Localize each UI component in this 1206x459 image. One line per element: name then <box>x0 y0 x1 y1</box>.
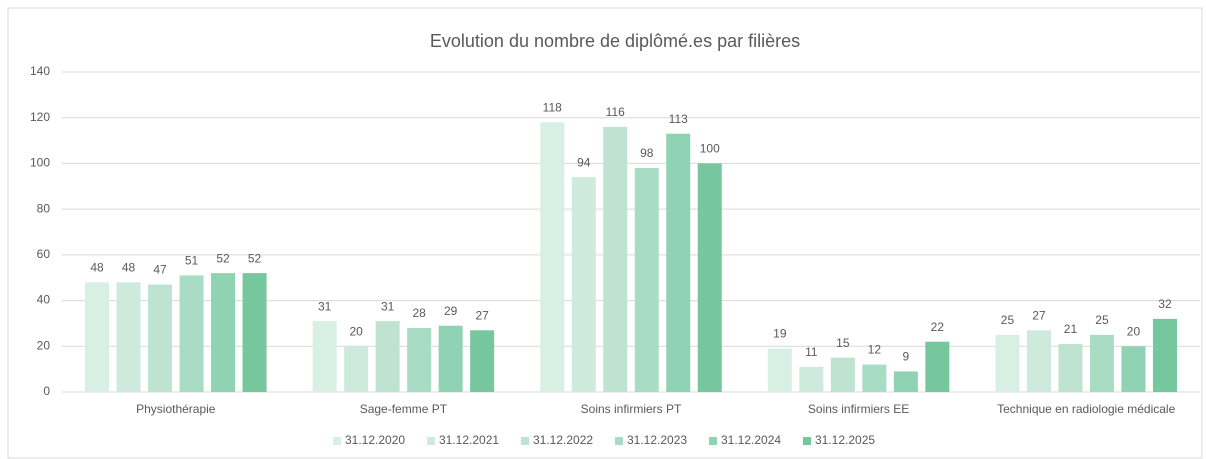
bar <box>634 168 659 392</box>
bar <box>242 273 267 392</box>
data-label: 20 <box>1127 324 1141 338</box>
x-tick-label: Soins infirmiers PT <box>581 402 682 416</box>
data-label: 48 <box>90 260 104 274</box>
y-tick-label: 140 <box>30 64 50 78</box>
bar <box>799 366 824 392</box>
x-tick-label: Physiothérapie <box>136 402 216 416</box>
data-label: 31 <box>381 299 395 313</box>
data-label: 21 <box>1064 322 1078 336</box>
bar <box>116 282 141 392</box>
data-label: 47 <box>153 263 167 277</box>
data-label: 9 <box>903 350 910 364</box>
legend-label: 31.12.2025 <box>815 433 875 447</box>
bar <box>148 284 173 392</box>
data-label: 27 <box>1032 308 1046 322</box>
data-label: 116 <box>606 105 625 119</box>
legend-label: 31.12.2021 <box>439 433 499 447</box>
data-label: 15 <box>836 336 850 350</box>
data-label: 98 <box>640 146 654 160</box>
y-tick-label: 40 <box>37 293 51 307</box>
bar <box>1058 344 1083 392</box>
data-label: 28 <box>412 306 426 320</box>
data-label: 22 <box>931 320 945 334</box>
legend-swatch <box>709 437 717 445</box>
data-label: 118 <box>543 100 562 114</box>
bar <box>179 275 204 392</box>
bar <box>375 321 400 392</box>
data-label: 25 <box>1001 313 1015 327</box>
data-label: 19 <box>773 327 787 341</box>
bar <box>1026 330 1051 392</box>
data-label: 20 <box>349 324 363 338</box>
data-label: 52 <box>216 251 230 265</box>
bar <box>697 163 722 392</box>
bar <box>470 330 495 392</box>
bar <box>666 133 691 392</box>
y-tick-label: 20 <box>37 338 51 352</box>
bar <box>438 325 463 392</box>
x-tick-label: Technique en radiologie médicale <box>997 402 1175 416</box>
bar <box>407 328 432 392</box>
bar <box>830 357 855 392</box>
legend-swatch <box>427 437 435 445</box>
y-tick-label: 80 <box>37 201 51 215</box>
bar <box>862 364 887 392</box>
bar <box>925 341 950 392</box>
data-label: 29 <box>444 304 458 318</box>
bar <box>1152 318 1177 392</box>
x-tick-label: Soins infirmiers EE <box>808 402 909 416</box>
chart-title: Evolution du nombre de diplômé.es par fi… <box>430 31 800 51</box>
bar <box>1121 346 1146 392</box>
bar <box>344 346 369 392</box>
bar <box>767 348 792 392</box>
legend-label: 31.12.2023 <box>627 433 687 447</box>
data-label: 25 <box>1095 313 1109 327</box>
legend-swatch <box>803 437 811 445</box>
bar <box>603 126 628 392</box>
data-label: 31 <box>318 299 332 313</box>
data-label: 12 <box>868 343 882 357</box>
bar <box>211 273 236 392</box>
data-label: 100 <box>700 142 720 156</box>
legend-swatch <box>615 437 623 445</box>
y-tick-label: 0 <box>43 384 50 398</box>
legend-swatch <box>333 437 341 445</box>
legend-swatch <box>521 437 529 445</box>
bar <box>312 321 337 392</box>
data-label: 94 <box>577 155 591 169</box>
data-label: 113 <box>669 112 688 126</box>
legend-label: 31.12.2024 <box>721 433 781 447</box>
bar <box>995 334 1020 392</box>
legend-label: 31.12.2022 <box>533 433 593 447</box>
y-tick-label: 120 <box>30 110 50 124</box>
data-label: 11 <box>805 345 818 359</box>
y-tick-label: 100 <box>30 156 50 170</box>
data-label: 52 <box>248 251 262 265</box>
bar <box>893 371 918 392</box>
bar <box>571 177 596 392</box>
data-label: 32 <box>1158 297 1172 311</box>
legend-label: 31.12.2020 <box>345 433 405 447</box>
bar <box>85 282 110 392</box>
x-tick-label: Sage-femme PT <box>360 402 448 416</box>
y-tick-label: 60 <box>37 247 51 261</box>
data-label: 27 <box>475 308 489 322</box>
data-label: 48 <box>122 260 136 274</box>
data-label: 51 <box>185 254 199 268</box>
bar <box>1089 334 1114 392</box>
bar <box>540 122 565 393</box>
